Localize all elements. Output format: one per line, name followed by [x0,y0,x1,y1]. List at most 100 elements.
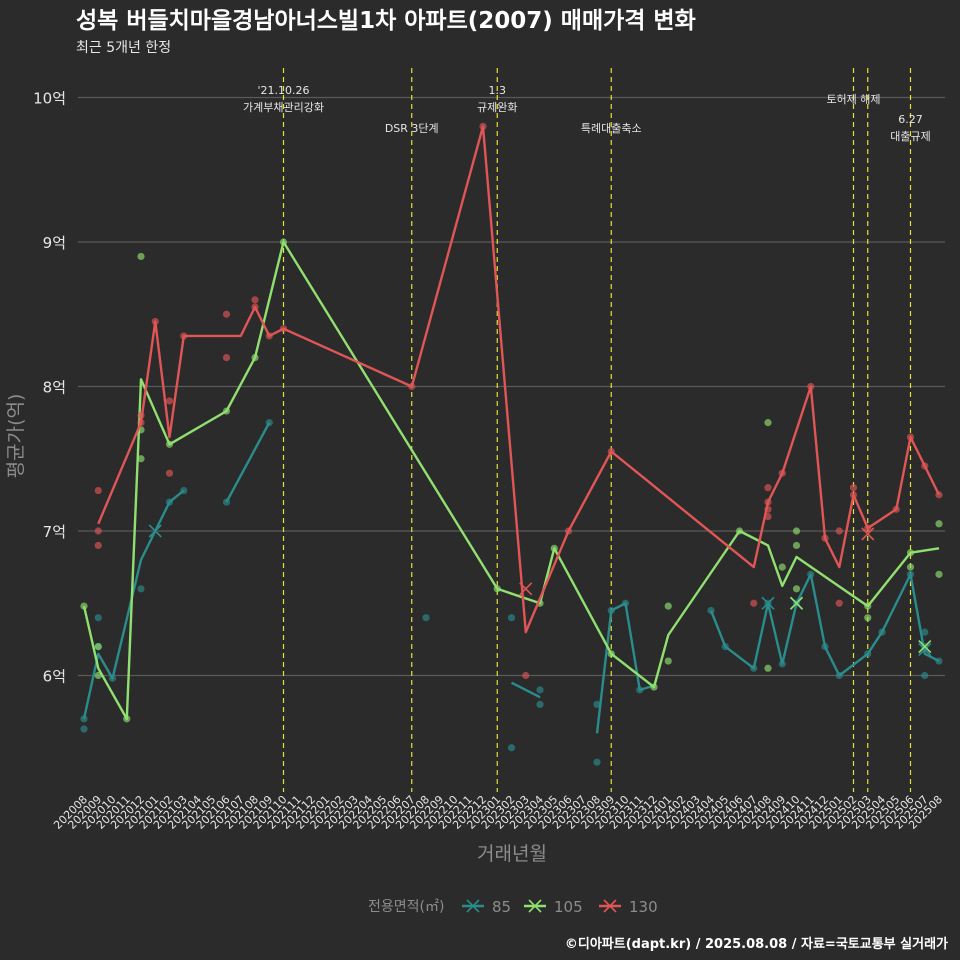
series-line [82,489,185,720]
data-point [137,455,145,463]
data-point [536,686,544,694]
y-tick-label: 8억 [43,379,66,397]
data-point [251,296,259,304]
cross-marker [761,596,775,610]
data-point [864,614,872,622]
data-point [764,664,772,672]
data-point [792,585,801,593]
cross-stroke [148,524,162,538]
event-date-label: 1.3 [489,84,507,97]
cross-stroke [466,899,480,913]
series-line [82,240,940,721]
footer-credit: ©디아파트(dapt.kr) / 2025.08.08 / 자료=국토교통부 실… [565,936,948,952]
cross-marker [918,642,932,657]
x-axis-ticks: 2020082020092020102020112020122021012021… [51,793,945,832]
legend-label: 130 [629,898,658,916]
series-105 [80,238,943,723]
event-label: DSR 3단계 [385,122,439,135]
data-point [764,419,772,427]
data-point [935,570,943,578]
legend-cross [603,899,617,913]
cross-stroke [789,596,804,610]
data-point [664,657,672,665]
series-line [595,602,655,734]
legend-item-85: 85 [462,898,511,916]
data-point [137,252,145,261]
event-label: 규제완화 [477,101,517,114]
event-date-label: 6.27 [898,113,923,126]
cross-stroke [603,899,617,913]
cross-marker [148,524,162,538]
event-label: 대출규제 [890,130,930,143]
data-point [165,397,174,405]
y-tick-label: 10억 [33,90,66,108]
data-point [921,628,929,636]
data-point [664,602,672,610]
series-line [225,422,271,503]
data-point [422,614,430,622]
legend-item-105: 105 [524,898,583,916]
chart-title: 성복 버들치마을경남아너스빌1차 아파트(2007) 매매가격 변화 [76,8,696,34]
cross-stroke [528,899,542,913]
data-point [137,585,145,593]
y-tick-label: 6억 [43,668,66,686]
legend: 전용면적(㎡) 85 105 130 [368,898,658,916]
data-point [835,599,843,607]
series-85 [80,419,943,766]
y-axis-title: 평균가(억) [5,394,27,479]
data-point [778,563,786,571]
data-point [835,527,843,535]
data-point [94,643,102,651]
legend-item-130: 130 [599,898,658,916]
y-tick-label: 7억 [43,523,66,541]
cross-stroke [519,582,533,596]
cross-stroke [918,640,932,654]
data-point [593,758,601,766]
legend-cross [528,899,542,913]
legend-title: 전용면적(㎡) [368,899,444,915]
series-line [510,681,541,699]
data-point [764,484,772,492]
data-point [750,599,758,607]
x-axis-title: 거래년월 [477,843,547,865]
cross-stroke [761,596,775,610]
cross-stroke [861,527,875,541]
series-130 [94,122,943,680]
data-point [849,484,858,492]
data-point [935,520,943,528]
data-point [222,310,231,318]
data-point [94,541,102,550]
legend-cross [466,899,480,913]
data-point [536,700,544,709]
event-label: 가계부채관리강화 [243,101,324,114]
data-point [522,671,530,680]
event-date-label: '21.10.26 [257,84,309,97]
series-line [97,125,941,634]
cross-marker [918,640,932,654]
legend-label: 85 [492,898,511,916]
y-tick-label: 9억 [43,234,66,252]
data-point [792,541,801,550]
data-point [507,744,516,752]
series-layer [80,122,943,766]
data-point [593,700,601,709]
data-point [165,469,174,477]
cross-marker [861,527,875,541]
cross-marker [519,582,533,596]
data-point [921,671,929,680]
data-point [94,486,102,495]
grid-lines [78,96,945,677]
data-point [94,527,102,535]
series-line [709,573,940,677]
data-point [792,527,801,535]
event-label: 특례대출축소 [581,122,642,135]
cross-stroke [918,642,932,657]
data-point [906,563,915,571]
data-point [94,614,102,622]
data-point [80,725,88,733]
event-label: 토허제 해제 [826,92,880,106]
